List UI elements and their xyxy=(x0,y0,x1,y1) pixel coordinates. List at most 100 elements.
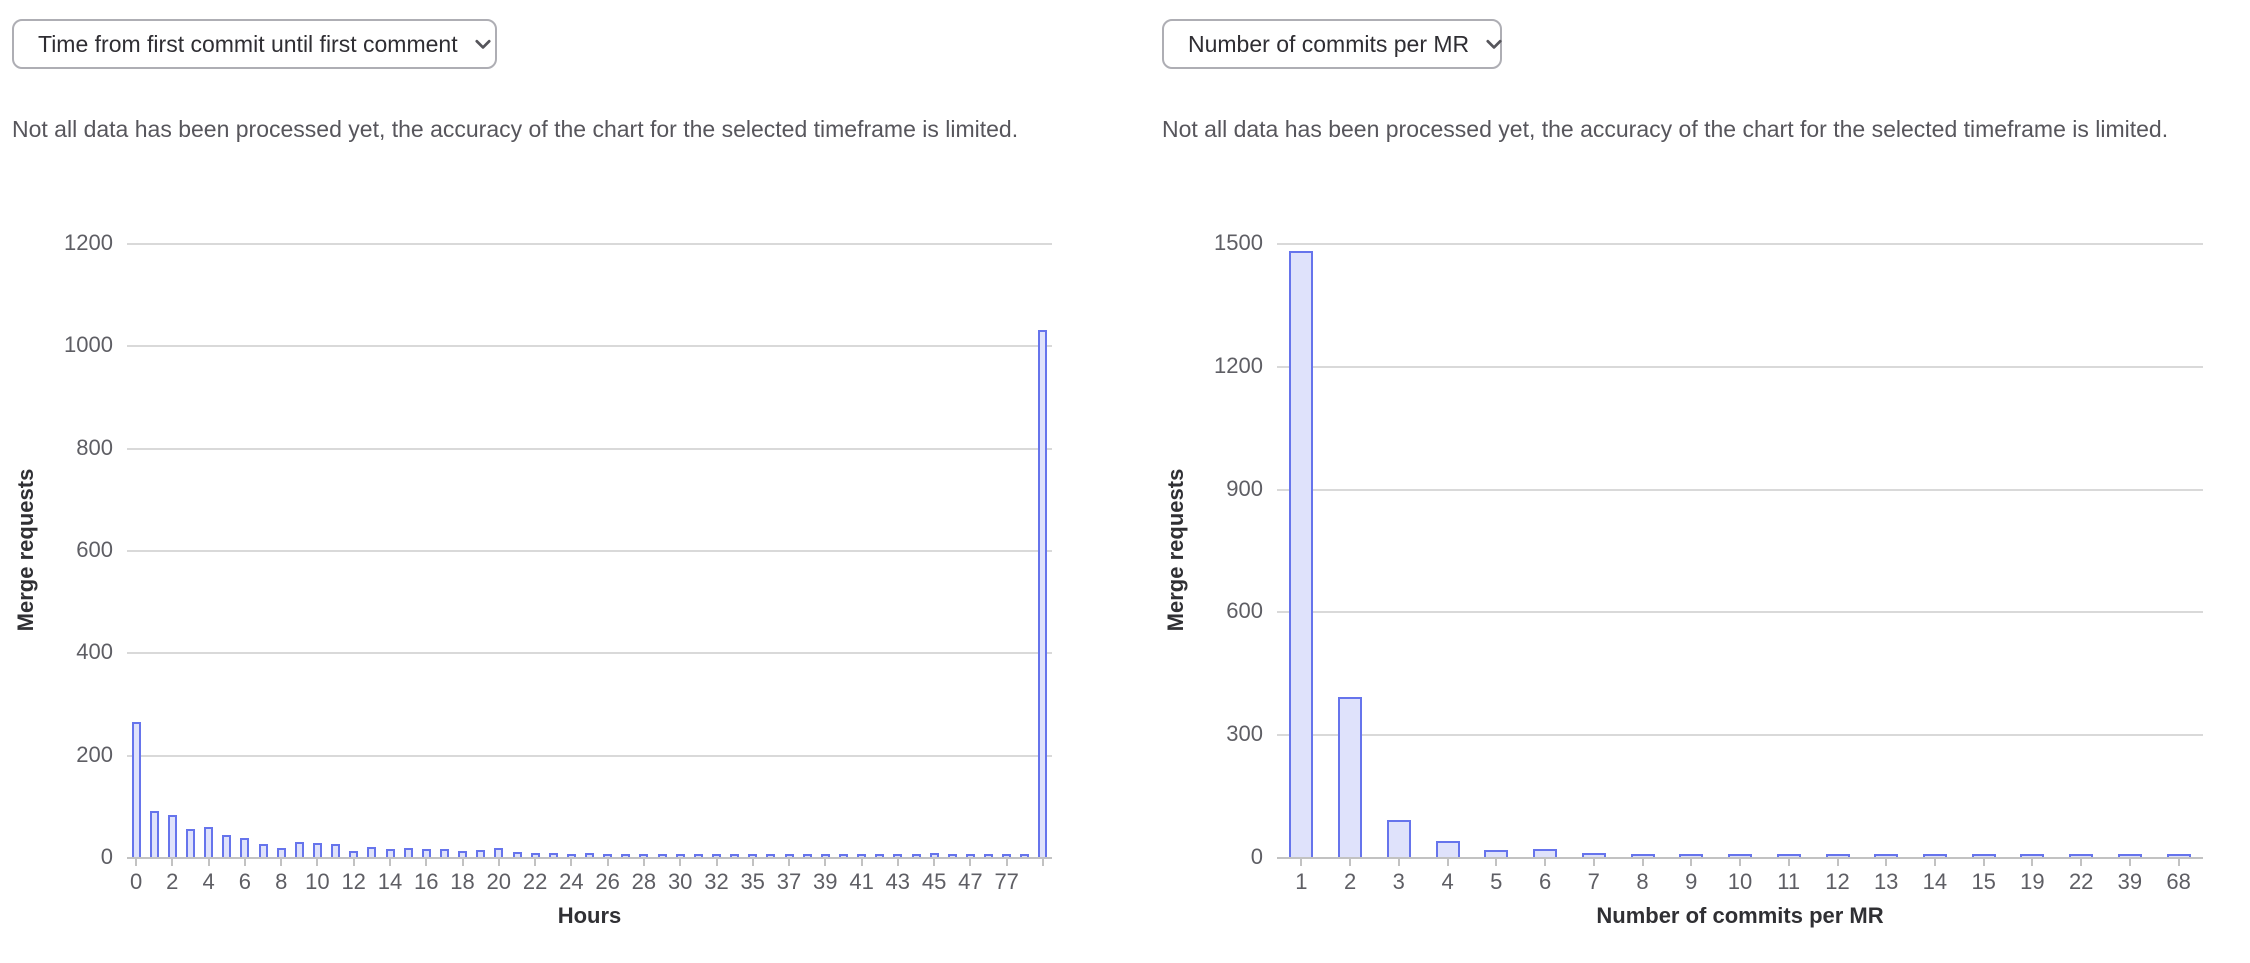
bar[interactable] xyxy=(675,854,685,857)
bar[interactable] xyxy=(621,854,631,857)
bar[interactable] xyxy=(131,722,141,857)
bar[interactable] xyxy=(657,854,667,857)
x-axis-tick xyxy=(1982,857,1985,866)
bar[interactable] xyxy=(1289,251,1314,857)
bar[interactable] xyxy=(875,854,885,857)
bar[interactable] xyxy=(1338,697,1363,857)
y-axis-tick-label: 0 xyxy=(1250,844,1263,869)
bar[interactable] xyxy=(149,811,159,857)
bar[interactable] xyxy=(2166,854,2191,857)
x-axis-tick-label: 7 xyxy=(1587,869,1600,894)
x-axis-tick-label: 6 xyxy=(238,869,252,894)
bar[interactable] xyxy=(2069,854,2094,857)
bar[interactable] xyxy=(1874,854,1899,857)
bar[interactable] xyxy=(186,828,195,857)
bar[interactable] xyxy=(1728,854,1752,857)
bar[interactable] xyxy=(458,850,467,857)
metric-select-left-label: Time from first commit until first comme… xyxy=(38,30,458,57)
bar[interactable] xyxy=(748,854,758,857)
bar[interactable] xyxy=(258,843,268,857)
bar[interactable] xyxy=(639,854,649,857)
x-axis-tick xyxy=(497,857,500,866)
bar[interactable] xyxy=(1679,854,1704,857)
bar[interactable] xyxy=(585,853,594,857)
x-axis-tick xyxy=(207,857,210,866)
x-axis-tick xyxy=(2031,857,2034,866)
bar[interactable] xyxy=(838,854,848,857)
bar[interactable] xyxy=(911,854,921,857)
x-axis-tick xyxy=(352,857,355,866)
bar[interactable] xyxy=(2117,854,2142,857)
bar[interactable] xyxy=(548,852,558,857)
bar[interactable] xyxy=(1922,854,1947,857)
bar[interactable] xyxy=(947,854,957,857)
bar[interactable] xyxy=(693,854,703,857)
x-axis-tick-label: 0 xyxy=(129,869,143,894)
y-axis-title: Merge requests xyxy=(13,468,38,632)
bar[interactable] xyxy=(494,847,504,857)
bar[interactable] xyxy=(222,834,232,857)
gridline xyxy=(1277,611,2203,614)
x-axis-tick xyxy=(1041,857,1044,866)
y-axis-title: Merge requests xyxy=(1163,468,1188,632)
bar[interactable] xyxy=(439,848,449,857)
bar[interactable] xyxy=(1630,854,1655,857)
metric-select-left[interactable]: Time from first commit until first comme… xyxy=(12,19,497,69)
bar[interactable] xyxy=(167,815,177,857)
metric-select-right[interactable]: Number of commits per MR xyxy=(1162,19,1502,69)
bar[interactable] xyxy=(1971,854,1996,857)
bar[interactable] xyxy=(1435,841,1460,857)
bar[interactable] xyxy=(1533,849,1558,857)
bar[interactable] xyxy=(712,854,721,857)
bar[interactable] xyxy=(1825,854,1850,857)
bar[interactable] xyxy=(385,849,395,857)
bar[interactable] xyxy=(476,850,486,857)
x-axis-tick-label: 24 xyxy=(559,869,584,894)
bar[interactable] xyxy=(802,854,812,857)
x-axis-tick xyxy=(1495,857,1498,866)
bar[interactable] xyxy=(929,852,939,857)
bar[interactable] xyxy=(331,844,341,857)
bar[interactable] xyxy=(730,854,740,857)
x-axis-tick-label: 4 xyxy=(1441,869,1454,894)
x-axis-tick-label: 4 xyxy=(202,869,215,894)
y-axis-tick-label: 600 xyxy=(1226,598,1263,624)
bar[interactable] xyxy=(1776,854,1801,857)
bar[interactable] xyxy=(984,854,993,857)
bar[interactable] xyxy=(276,848,286,857)
bar[interactable] xyxy=(857,854,867,857)
bar[interactable] xyxy=(965,854,975,857)
bar[interactable] xyxy=(784,854,794,857)
time-to-first-comment-chart: 0 200 400 600 800 1000 1200 0 2 4 6 8 10 12 14 16 18 20 22… xyxy=(0,230,1100,963)
bar[interactable] xyxy=(1020,854,1030,857)
y-axis-tick-label: 0 xyxy=(100,844,113,869)
bar[interactable] xyxy=(1581,852,1606,857)
bar[interactable] xyxy=(820,854,830,857)
bar[interactable] xyxy=(1484,849,1509,857)
bar[interactable] xyxy=(512,852,522,857)
bar[interactable] xyxy=(1038,330,1048,857)
bar[interactable] xyxy=(294,842,304,857)
bar[interactable] xyxy=(367,847,377,857)
x-axis-tick xyxy=(679,857,682,866)
bar[interactable] xyxy=(1002,854,1012,857)
bar[interactable] xyxy=(204,827,214,857)
bar[interactable] xyxy=(893,853,903,857)
bar[interactable] xyxy=(403,848,413,857)
bar[interactable] xyxy=(566,853,576,857)
bar[interactable] xyxy=(2020,854,2045,857)
bar[interactable] xyxy=(312,842,322,857)
bar[interactable] xyxy=(603,854,613,857)
bar[interactable] xyxy=(530,852,540,857)
bar[interactable] xyxy=(240,838,250,857)
x-axis-tick-label: 3 xyxy=(1392,869,1405,894)
bar[interactable] xyxy=(1386,820,1411,857)
x-axis-tick-label: 9 xyxy=(1685,869,1698,894)
x-axis-tick xyxy=(243,857,246,866)
bar[interactable] xyxy=(349,850,359,857)
x-axis-tick-label: 1 xyxy=(1295,869,1308,894)
y-axis-tick-label: 600 xyxy=(76,537,113,562)
bar[interactable] xyxy=(421,849,431,857)
x-axis-tick xyxy=(534,857,537,866)
bar[interactable] xyxy=(766,854,776,857)
